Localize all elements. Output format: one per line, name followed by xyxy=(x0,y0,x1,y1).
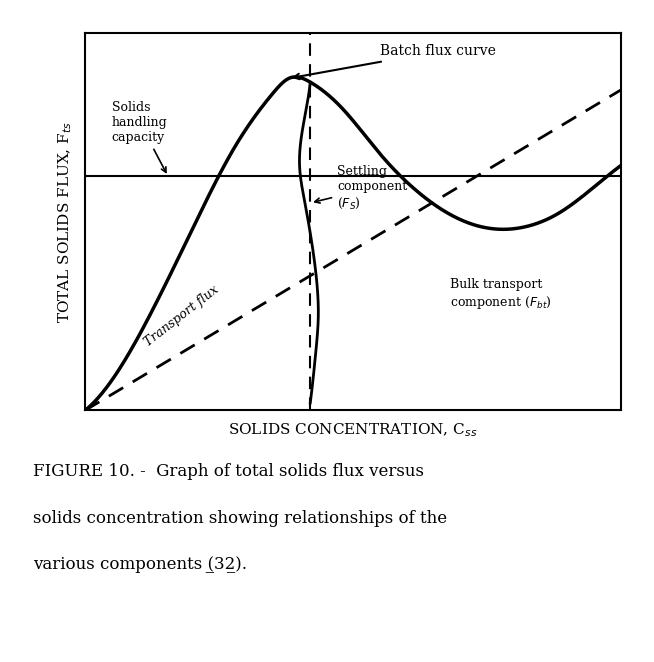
Text: Transport flux: Transport flux xyxy=(142,283,221,349)
Text: Batch flux curve: Batch flux curve xyxy=(294,44,496,79)
Text: FIGURE 10. -  Graph of total solids flux versus: FIGURE 10. - Graph of total solids flux … xyxy=(33,463,424,481)
X-axis label: SOLIDS CONCENTRATION, C$_{ss}$: SOLIDS CONCENTRATION, C$_{ss}$ xyxy=(228,422,478,440)
Text: Settling
component
($F_S$): Settling component ($F_S$) xyxy=(315,165,407,211)
Text: Solids
handling
capacity: Solids handling capacity xyxy=(112,101,167,172)
Text: solids concentration showing relationships of the: solids concentration showing relationshi… xyxy=(33,510,447,527)
Y-axis label: TOTAL SOLIDS FLUX, F$_{ts}$: TOTAL SOLIDS FLUX, F$_{ts}$ xyxy=(56,121,74,322)
Text: various components (̲32̲).: various components (̲32̲). xyxy=(33,556,247,573)
Text: Bulk transport
component ($F_{bt}$): Bulk transport component ($F_{bt}$) xyxy=(450,278,551,310)
